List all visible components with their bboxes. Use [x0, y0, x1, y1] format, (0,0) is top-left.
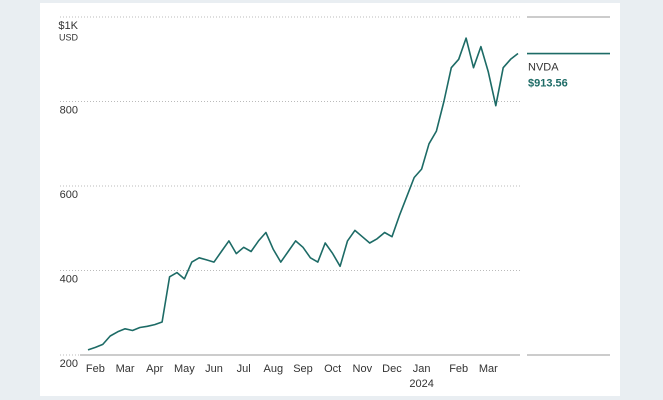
- year-label: 2024: [409, 378, 433, 390]
- x-tick-label: Apr: [146, 363, 163, 375]
- x-tick-label: Dec: [382, 363, 402, 375]
- x-tick-label: Mar: [116, 363, 135, 375]
- y-tick-label: 400: [60, 273, 78, 285]
- price-line: [87, 37, 519, 351]
- x-tick-label: Feb: [86, 363, 105, 375]
- x-tick-label: May: [174, 363, 195, 375]
- x-tick-label: Mar: [479, 363, 498, 375]
- x-tick-label: Jan: [413, 363, 431, 375]
- x-tick-label: Jun: [205, 363, 223, 375]
- y-tick-label: 600: [60, 189, 78, 201]
- y-tick-label: $1K: [58, 20, 78, 32]
- legend-name: NVDA: [528, 61, 559, 73]
- x-tick-label: Aug: [264, 363, 284, 375]
- y-tick-label: 200: [60, 358, 78, 370]
- x-tick-label: Sep: [293, 363, 313, 375]
- x-tick-label: Jul: [237, 363, 251, 375]
- last-value-label: $913.56: [528, 77, 568, 89]
- y-unit: USD: [59, 32, 79, 42]
- x-tick-label: Nov: [353, 363, 373, 375]
- x-tick-label: Feb: [449, 363, 468, 375]
- y-tick-label: 800: [60, 104, 78, 116]
- x-tick-label: Oct: [324, 363, 341, 375]
- panel: [40, 3, 620, 396]
